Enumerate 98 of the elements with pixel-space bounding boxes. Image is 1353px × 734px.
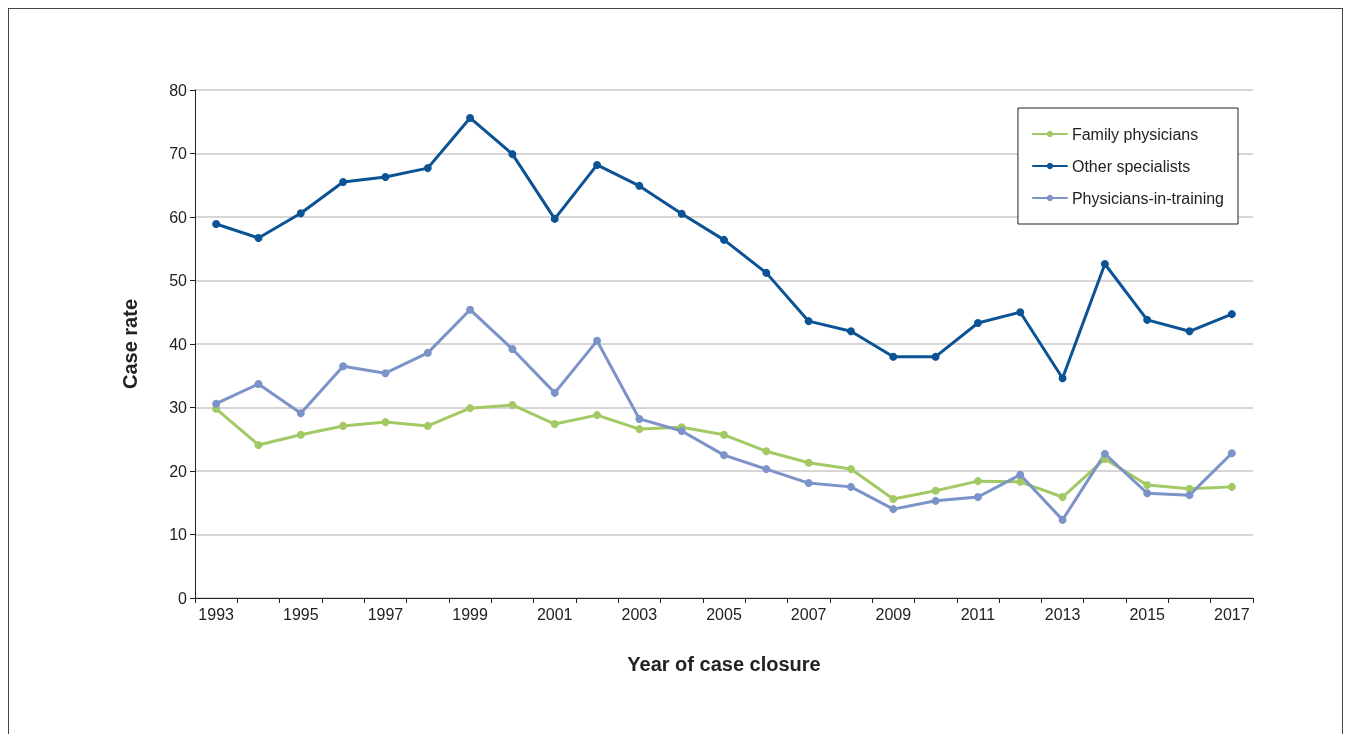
y-tick-label: 20 xyxy=(169,462,188,480)
legend-label: Other specialists xyxy=(1071,157,1191,175)
point xyxy=(677,209,686,218)
point xyxy=(1143,480,1152,489)
x-tick-label: 1993 xyxy=(198,605,235,623)
x-tick-label: 1999 xyxy=(452,605,488,623)
point xyxy=(550,388,559,397)
legend-label: Family physicians xyxy=(1071,125,1199,143)
point xyxy=(593,336,602,345)
y-tick-label: 70 xyxy=(169,145,188,162)
point xyxy=(381,418,390,427)
point xyxy=(254,380,263,388)
x-tick-label: 2015 xyxy=(1129,605,1166,623)
point xyxy=(466,404,475,413)
point xyxy=(593,411,602,420)
point xyxy=(423,421,432,430)
point xyxy=(1100,449,1109,458)
point xyxy=(508,150,517,159)
point xyxy=(1100,259,1109,268)
x-tick-label: 2005 xyxy=(706,605,742,623)
y-tick-label: 40 xyxy=(169,335,188,353)
point xyxy=(339,421,348,430)
point xyxy=(804,458,813,467)
point xyxy=(889,505,898,514)
point xyxy=(973,493,982,502)
point xyxy=(846,465,855,474)
point xyxy=(762,447,771,456)
x-tick-label: 2003 xyxy=(621,605,658,623)
point xyxy=(677,427,686,435)
point xyxy=(720,235,728,244)
point xyxy=(508,400,517,409)
point xyxy=(804,479,813,488)
point xyxy=(762,268,771,277)
y-tick-label: 0 xyxy=(178,589,188,607)
point xyxy=(635,181,644,190)
x-tick-label: 2009 xyxy=(875,605,912,623)
point xyxy=(635,414,644,423)
point xyxy=(296,209,305,218)
point xyxy=(1058,374,1067,383)
point xyxy=(931,352,940,361)
x-tick-label: 2017 xyxy=(1214,605,1250,623)
point xyxy=(381,369,390,378)
point xyxy=(466,113,475,122)
y-axis-title: Case rate xyxy=(119,298,141,390)
point xyxy=(254,233,263,242)
x-axis-title: Year of case closure xyxy=(627,653,821,675)
point xyxy=(1185,491,1194,500)
point xyxy=(931,496,940,505)
point xyxy=(1058,493,1067,502)
point xyxy=(466,305,475,314)
y-tick-label: 80 xyxy=(169,81,188,99)
point xyxy=(635,425,644,434)
point xyxy=(508,345,517,354)
point xyxy=(1058,515,1067,524)
y-tick-label: 50 xyxy=(169,272,188,289)
x-tick-label: 2001 xyxy=(536,605,573,623)
point xyxy=(1016,308,1025,317)
y-tick-label: 60 xyxy=(169,208,188,226)
point xyxy=(423,348,432,357)
point xyxy=(762,465,771,474)
point xyxy=(212,399,221,408)
point xyxy=(296,430,305,439)
point xyxy=(254,440,263,449)
legend-label: Physicians-in-training xyxy=(1071,189,1224,207)
point xyxy=(1227,310,1236,319)
point xyxy=(381,173,390,181)
point xyxy=(931,486,940,495)
point xyxy=(339,178,348,187)
x-tick-label: 2007 xyxy=(790,605,827,623)
point xyxy=(1185,327,1194,336)
point xyxy=(889,494,898,503)
x-tick-label: 1995 xyxy=(283,605,319,623)
point xyxy=(720,430,728,439)
point xyxy=(296,409,305,418)
point xyxy=(973,477,982,486)
point xyxy=(1227,482,1236,491)
point xyxy=(550,420,559,429)
point xyxy=(846,327,855,336)
point xyxy=(339,362,348,371)
point xyxy=(423,164,432,173)
point xyxy=(593,160,602,169)
point xyxy=(550,214,559,223)
point xyxy=(1143,489,1152,498)
point xyxy=(804,317,813,326)
point xyxy=(1016,470,1025,479)
x-tick-label: 2013 xyxy=(1044,605,1081,623)
point xyxy=(1016,477,1025,486)
x-tick-label: 1997 xyxy=(367,605,404,623)
point xyxy=(720,451,728,460)
point xyxy=(1143,315,1152,324)
point xyxy=(973,319,982,328)
point xyxy=(1227,449,1236,458)
point xyxy=(889,352,898,361)
y-tick-label: 10 xyxy=(169,526,188,543)
x-tick-label: 2011 xyxy=(960,605,996,623)
point xyxy=(846,482,855,491)
y-tick-label: 30 xyxy=(169,399,188,416)
point xyxy=(212,219,221,228)
